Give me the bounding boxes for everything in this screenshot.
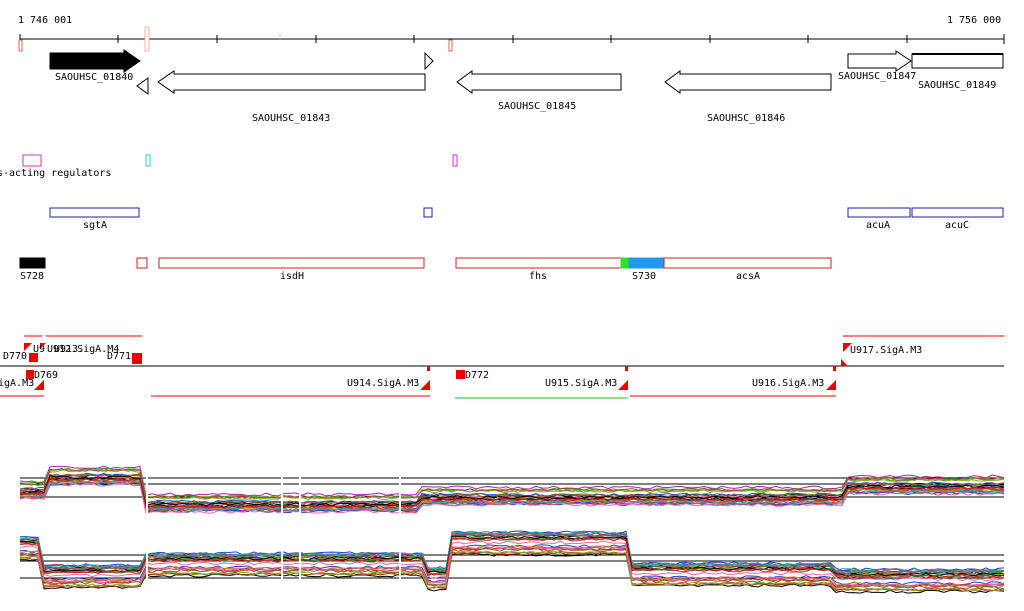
transcript-label-d770: D770 <box>3 351 27 362</box>
gene-name-label-acua: acuA <box>866 220 890 231</box>
expression-profile-line <box>19 468 1005 500</box>
expression-profile-line <box>19 467 1005 499</box>
annotation-box-s728[interactable] <box>19 257 46 269</box>
annotation-label-isdh: isdH <box>280 271 304 282</box>
expression-lower-profiles <box>19 530 1005 594</box>
annotation-label-fhs: fhs <box>529 271 547 282</box>
ruler-markers <box>18 26 453 52</box>
annotation-box-isdh[interactable] <box>158 257 425 269</box>
gene-name-box-sgta[interactable] <box>49 207 140 218</box>
gene-name-label-sgta: sgtA <box>83 220 107 231</box>
expression-profile-line <box>19 546 1005 587</box>
transcript-label-u912: U912.SigA.M4 <box>47 344 119 355</box>
regulator-track: s-acting regulators <box>0 154 458 179</box>
expression-profile-line <box>19 530 1005 572</box>
transcript-label-u916: U916.SigA.M3 <box>752 378 824 389</box>
transcript-label-d769: D769 <box>34 370 58 381</box>
gene-name-box-acua[interactable] <box>847 207 911 218</box>
expression-track-lower <box>19 530 1005 594</box>
gene-arrow-saouhsc-01843[interactable] <box>157 70 426 94</box>
transcript-label-u917: U917.SigA.M3 <box>850 345 922 356</box>
expression-profile-line <box>19 473 1005 504</box>
gene-box-saouhsc-01849[interactable] <box>911 53 1004 69</box>
transcript-label-iga-m3: igA.M3 <box>0 378 34 389</box>
expression-profile-line <box>19 482 1005 514</box>
gene-name-box-acuc[interactable] <box>911 207 1004 218</box>
expression-profile-line <box>19 537 1005 578</box>
gene-name-label-acuc: acuC <box>945 220 969 231</box>
gene-arrow-saouhsc-01840[interactable] <box>49 49 141 73</box>
gene-arrow-saouhsc-01846[interactable] <box>664 70 832 94</box>
gene-name-track: sgtA acuA acuC <box>49 207 1004 231</box>
expression-profile-line <box>19 544 1005 586</box>
annotation-label-s728: S728 <box>20 271 44 282</box>
gene-arrow-saouhsc-01847[interactable] <box>847 50 912 72</box>
expression-track-upper <box>19 465 1005 514</box>
transcript-label-u914: U914.SigA.M3 <box>347 378 419 389</box>
transcript-track: U9 U913. U912.SigA.M4 U917.SigA.M3 D770 … <box>0 335 1004 399</box>
ruler-ticks <box>19 34 1005 44</box>
transcript-label-u913: U913. <box>54 344 84 355</box>
transcript-label-u9: U9 <box>33 344 45 355</box>
expression-lower-reference-lines <box>20 554 1004 579</box>
annotation-box-small[interactable] <box>136 257 148 269</box>
annotation-box-fhs[interactable] <box>455 257 622 269</box>
gene-label-saouhsc-01846: SAOUHSC_01846 <box>707 113 785 124</box>
ruler-end-label: 1 756 000 <box>947 15 1001 26</box>
gene-label-saouhsc-01847: SAOUHSC_01847 <box>838 71 916 82</box>
gene-label-saouhsc-01840: SAOUHSC_01840 <box>55 72 133 83</box>
expression-profile-line <box>19 467 1005 499</box>
gene-name-box-small[interactable] <box>423 207 433 218</box>
transcript-label-u915: U915.SigA.M3 <box>545 378 617 389</box>
regulators-label: s-acting regulators <box>0 168 111 179</box>
transcript-label-d772: D772 <box>465 370 489 381</box>
expression-profile-line <box>19 477 1005 509</box>
annotation-track: S728 isdH fhs S730 acsA <box>19 257 832 282</box>
expression-profile-line <box>19 550 1005 592</box>
ruler-start-label: 1 746 001 <box>18 15 72 26</box>
gene-label-saouhsc-01845: SAOUHSC_01845 <box>498 101 576 112</box>
transcript-markers <box>24 343 852 390</box>
regulator-box-magenta[interactable] <box>452 154 458 167</box>
expression-profile-line <box>19 540 1005 582</box>
expression-profile-line <box>19 480 1005 512</box>
annotation-label-acsa: acsA <box>736 271 760 282</box>
annotation-label-s730: S730 <box>632 271 656 282</box>
expression-profile-line <box>19 531 1005 573</box>
annotation-box-s730-green[interactable] <box>620 257 630 269</box>
small-reverse-feature[interactable] <box>136 77 149 95</box>
gene-label-saouhsc-01849: SAOUHSC_01849 <box>918 80 996 91</box>
expression-profile-line <box>19 533 1005 575</box>
expression-gaps <box>146 460 401 600</box>
gene-track: SAOUHSC_01840 SAOUHSC_01843 SAOUHSC_0184… <box>49 49 1004 124</box>
expression-profile-line <box>19 535 1005 577</box>
gene-arrow-saouhsc-01845[interactable] <box>456 70 622 94</box>
annotation-box-acsa[interactable] <box>663 257 832 269</box>
regulator-box-left[interactable] <box>22 154 42 167</box>
expression-upper-profiles <box>19 465 1005 514</box>
regulator-box-cyan[interactable] <box>145 154 151 167</box>
expression-profile-line <box>19 546 1005 587</box>
expression-profile-line <box>19 475 1005 507</box>
small-forward-feature[interactable] <box>424 51 434 71</box>
gene-label-saouhsc-01843: SAOUHSC_01843 <box>252 113 330 124</box>
position-ruler: 1 746 001 1 756 000 <box>18 15 1005 52</box>
annotation-box-s730[interactable] <box>628 257 665 269</box>
transcript-label-d771: D771 <box>107 351 131 362</box>
